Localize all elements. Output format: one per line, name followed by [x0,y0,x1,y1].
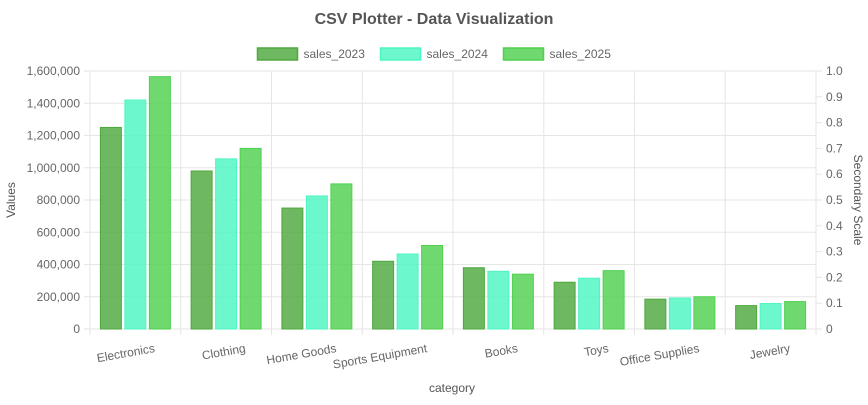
chart-title: CSV Plotter - Data Visualization [315,11,554,28]
y-tick-label: 1,400,000 [27,96,81,110]
bar-sales_2025-home-goods[interactable] [330,183,353,330]
y2-tick-label: 0 [826,322,833,336]
bar-sales_2024-home-goods[interactable] [305,195,328,330]
bar-sales_2023-jewelry[interactable] [735,305,758,330]
x-tick-label: Electronics [96,341,156,365]
y-tick-label: 1,600,000 [27,64,81,78]
x-tick-label: Home Goods [265,341,337,367]
bar-sales_2024-jewelry[interactable] [759,303,782,330]
bar-sales_2023-sports-equipment[interactable] [372,260,395,330]
bar-sales_2025-office-supplies[interactable] [693,296,716,330]
y2-tick-label: 1.0 [826,64,843,78]
bar-sales_2025-toys[interactable] [602,270,625,330]
y2-tick-label: 0.1 [826,296,843,310]
bar-sales_2024-office-supplies[interactable] [668,297,691,330]
y2-tick-label: 0.3 [826,245,843,259]
y2-tick-label: 0.5 [826,193,843,207]
bar-sales_2023-electronics[interactable] [99,126,122,330]
y-axis-ticks: 0 200,000 400,000 600,000 800,000 1,000,000 1,… [27,64,81,336]
legend-item-sales_2023[interactable]: sales_2023 [256,47,366,61]
y2-axis-label: Secondary Scale [851,155,865,246]
legend-item-sales_2024[interactable]: sales_2024 [379,47,489,61]
bar-sales_2024-clothing[interactable] [215,158,238,330]
y-tick-label: 1,000,000 [27,161,81,175]
y-tick-label: 400,000 [37,258,81,272]
bar-sales_2024-sports-equipment[interactable] [396,253,419,330]
legend-label: sales_2025 [550,47,612,61]
x-tick-label: Toys [583,341,610,359]
y2-tick-label: 0.4 [826,219,843,233]
bar-sales_2023-books[interactable] [462,267,485,330]
bar-sales_2025-electronics[interactable] [148,76,171,330]
y-tick-label: 200,000 [37,290,81,304]
legend[interactable]: sales_2023 sales_2024 sales_2025 [256,47,612,61]
legend-item-sales_2025[interactable]: sales_2025 [502,47,612,61]
bar-sales_2023-home-goods[interactable] [281,207,304,330]
y2-tick-label: 0.6 [826,167,843,181]
y2-tick-label: 0.7 [826,141,843,155]
bar-sales_2024-books[interactable] [487,270,510,330]
y2-tick-label: 0.2 [826,270,843,284]
x-tick-label: Office Supplies [619,341,701,369]
x-tick-label: Clothing [201,341,247,362]
x-tick-label: Sports Equipment [332,341,429,371]
y2-tick-label: 0.8 [826,116,843,130]
bar-sales_2024-toys[interactable] [578,277,601,330]
y-tick-label: 1,200,000 [27,129,81,143]
legend-swatch [379,47,422,61]
bar-sales_2024-electronics[interactable] [124,99,147,330]
bar-sales_2023-toys[interactable] [553,281,576,330]
legend-label: sales_2024 [427,47,489,61]
bar-sales_2023-office-supplies[interactable] [644,298,667,330]
y2-tick-label: 0.9 [826,90,843,104]
legend-label: sales_2023 [304,47,366,61]
y-axis-label: Values [4,182,18,218]
legend-swatch [256,47,299,61]
bar-sales_2025-jewelry[interactable] [784,301,807,330]
y-tick-label: 600,000 [37,225,81,239]
x-tick-label: Books [484,341,519,361]
bars [99,76,807,330]
bar-sales_2025-books[interactable] [511,273,534,330]
legend-swatch [502,47,545,61]
bar-sales_2023-clothing[interactable] [190,170,213,330]
x-axis-label: category [429,381,475,395]
bar-sales_2025-sports-equipment[interactable] [421,244,444,330]
y2-axis-ticks: 0 0.1 0.2 0.3 0.4 0.5 0.6 0.7 0.8 0.9 1.0 [826,64,843,336]
y-tick-label: 0 [73,322,80,336]
y-tick-label: 800,000 [37,193,81,207]
bar-sales_2025-clothing[interactable] [239,147,262,330]
x-tick-label: Jewelry [749,341,792,362]
